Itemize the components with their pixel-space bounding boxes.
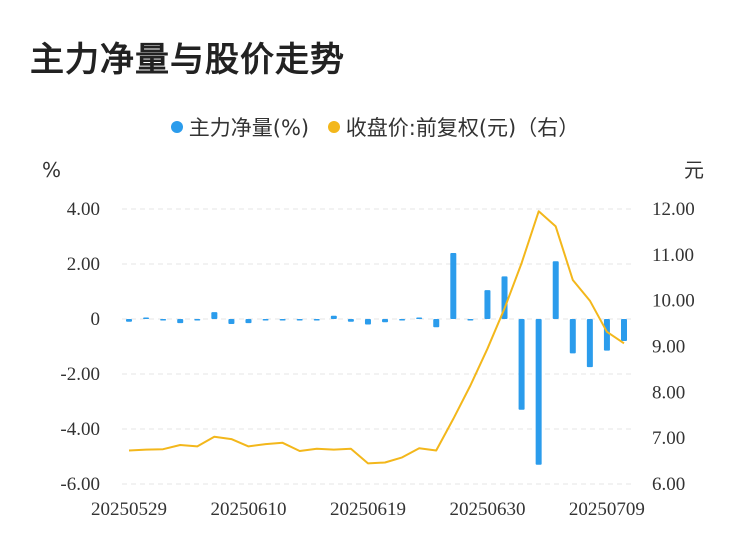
bar[interactable] <box>621 319 627 341</box>
right-tick-label: 7.00 <box>652 428 685 449</box>
bar[interactable] <box>603 319 610 351</box>
bar[interactable] <box>433 319 440 328</box>
x-tick-label: 20250610 <box>210 499 286 520</box>
bar[interactable] <box>569 319 576 354</box>
bar[interactable] <box>416 317 423 320</box>
bar[interactable] <box>501 276 508 319</box>
left-tick-label: -6.00 <box>60 474 100 495</box>
left-tick-label: -4.00 <box>60 419 100 440</box>
price-line[interactable] <box>128 210 625 465</box>
bar[interactable] <box>313 319 320 321</box>
bar[interactable] <box>518 319 525 410</box>
legend-marker-line <box>327 121 340 133</box>
bar[interactable] <box>177 319 184 324</box>
bar[interactable] <box>347 319 354 322</box>
bar[interactable] <box>262 319 269 321</box>
bar[interactable] <box>279 319 286 321</box>
x-tick-label: 20250709 <box>569 499 645 520</box>
x-tick-label: 20250529 <box>91 499 167 520</box>
x-axis-ticks: 20250529 20250610 20250619 20250630 20250709 <box>91 499 645 520</box>
bar[interactable] <box>330 315 337 319</box>
bar[interactable] <box>382 319 389 323</box>
right-tick-label: 6.00 <box>652 474 685 495</box>
bar[interactable] <box>296 319 303 321</box>
bar-series <box>126 253 627 465</box>
bar[interactable] <box>143 317 150 320</box>
right-tick-label: 12.00 <box>652 199 695 220</box>
left-axis-ticks: 4.00 2.00 0 -2.00 -4.00 -6.00 <box>60 199 100 495</box>
bar[interactable] <box>399 319 406 321</box>
left-tick-label: -2.00 <box>60 364 100 385</box>
right-axis-unit: 元 <box>684 158 704 182</box>
legend: 主力净量(%) 收盘价:前复权(元)（右） <box>0 112 750 142</box>
legend-item-close-price[interactable]: 收盘价:前复权(元)（右） <box>327 112 580 142</box>
bar[interactable] <box>245 319 252 324</box>
bar[interactable] <box>552 261 559 319</box>
right-axis-ticks: 12.00 11.00 10.00 9.00 8.00 7.00 6.00 <box>652 199 695 495</box>
right-tick-label: 9.00 <box>652 337 685 358</box>
bar[interactable] <box>211 312 218 319</box>
bar[interactable] <box>126 319 132 322</box>
legend-label-close-price: 收盘价:前复权(元)（右） <box>345 116 580 140</box>
bar[interactable] <box>228 319 235 324</box>
right-tick-label: 10.00 <box>652 291 695 312</box>
left-tick-label: 0 <box>91 309 101 330</box>
x-tick-label: 20250619 <box>330 499 406 520</box>
x-tick-label: 20250630 <box>449 499 525 520</box>
bar[interactable] <box>535 319 542 465</box>
bar[interactable] <box>484 290 491 319</box>
bar[interactable] <box>160 319 167 321</box>
bar[interactable] <box>364 319 371 325</box>
left-axis-unit: % <box>42 158 61 182</box>
right-tick-label: 11.00 <box>652 245 694 266</box>
left-tick-label: 4.00 <box>67 199 100 220</box>
bar[interactable] <box>586 319 593 368</box>
legend-label-main-net-volume: 主力净量(%) <box>188 116 310 140</box>
legend-marker-bar <box>170 121 183 133</box>
right-tick-label: 8.00 <box>652 382 685 403</box>
chart-title: 主力净量与股价走势 <box>30 40 345 80</box>
line-series <box>128 210 625 465</box>
bar[interactable] <box>450 253 457 319</box>
gridlines <box>122 208 632 485</box>
left-tick-label: 2.00 <box>67 254 100 275</box>
bar[interactable] <box>467 319 474 321</box>
legend-item-main-net-volume[interactable]: 主力净量(%) <box>170 112 310 142</box>
bar[interactable] <box>194 319 201 321</box>
